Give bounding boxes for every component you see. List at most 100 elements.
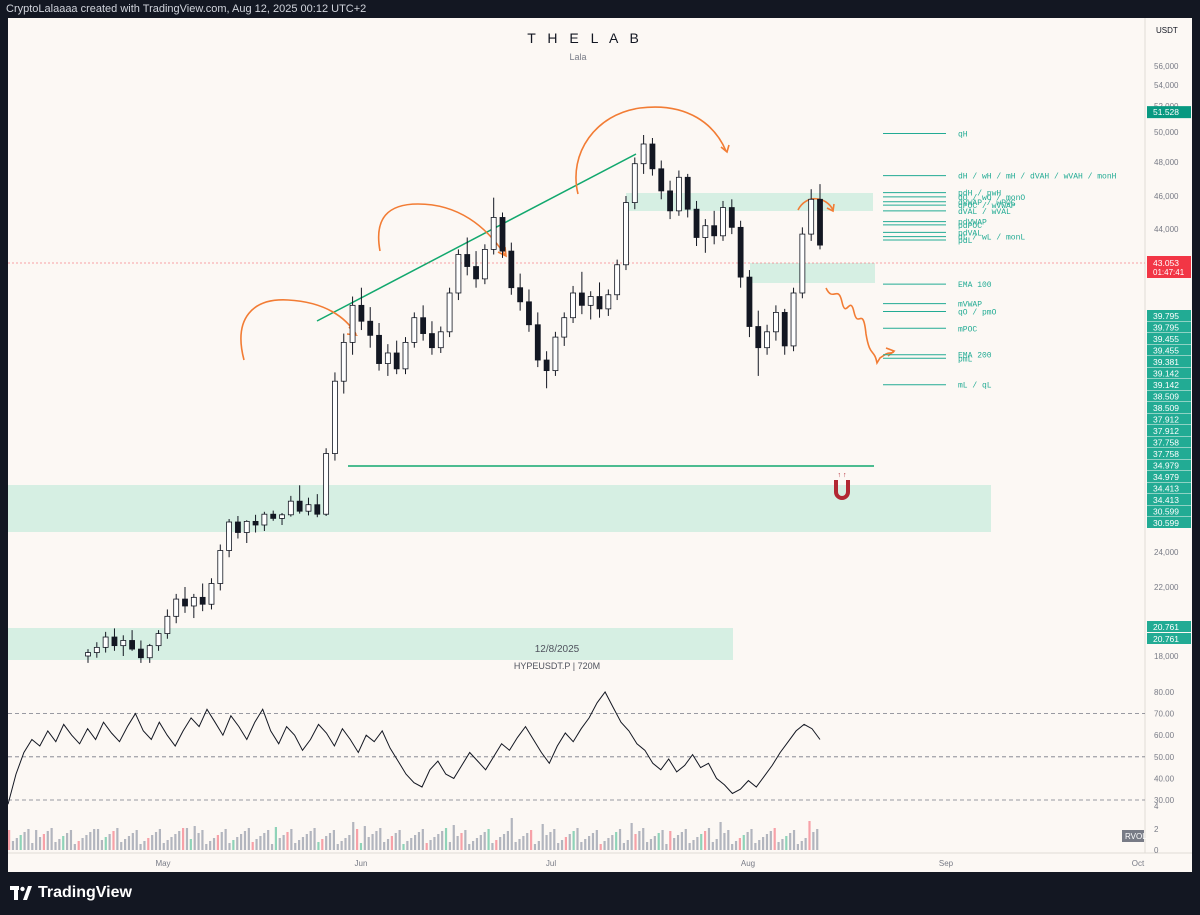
volume-bar [742,835,745,850]
volume-bar [410,838,413,850]
candle [208,578,215,610]
volume-bar [247,828,250,850]
symbol-label: HYPEUSDT.P | 720M [514,661,600,671]
volume-bar [560,840,564,850]
volume-bar [487,829,490,850]
price-badge [1147,425,1191,436]
last-price-badge [1147,256,1191,278]
volume-bar [472,841,475,850]
volume-bar [680,832,683,850]
candle [499,212,506,258]
price-chart[interactable]: ↑ ↑ qH dH / wH / mH / dVAH / wVAH / monH p… [7,18,1192,872]
volume-bar [301,837,305,850]
volume-bar [812,832,815,850]
volume-bar [379,828,382,850]
level-label: dO / wO / monO [958,194,1025,203]
volume-bar [688,843,691,850]
price-badge-text: 39.795 [1153,311,1179,321]
candles [85,135,823,663]
candle [411,312,418,348]
price-badge [1147,333,1191,344]
candle [464,237,471,276]
volume-bar [209,841,212,850]
candle [693,200,700,246]
volume-bar [792,830,796,850]
price-tick-label: 56,000 [1154,62,1179,71]
candle [455,249,462,301]
volume-bar [777,842,780,850]
level-label: pdL [958,237,973,246]
price-tick-label: 22,000 [1154,583,1179,592]
volume-bar [673,838,676,850]
resistance-zone [626,193,873,211]
candle [543,351,550,389]
arc-arrow-1 [240,299,357,361]
volume-bar [452,825,455,850]
candle [790,287,797,352]
level-label: qH [958,131,968,140]
rvol-badge [1122,830,1144,842]
volume-bar [398,830,401,850]
volume-bar [433,837,436,850]
candle [349,296,356,355]
candle [640,135,647,174]
volume-bar [62,836,65,850]
price-badge [1147,494,1191,505]
volume-bar [622,843,625,850]
volume-tick-label: 4 [1154,802,1159,811]
projection-squiggle [825,287,895,366]
volume-tick-label: 0 [1154,846,1159,855]
volume-bar [120,842,123,850]
price-badge [1147,517,1191,528]
candle [199,583,206,612]
volume-bar [545,835,548,850]
volume-bar [386,839,390,850]
volume-bar [77,841,80,850]
volume-bar [174,834,177,850]
volume-bar [127,836,131,850]
candle [261,511,268,531]
price-badge [1147,633,1191,644]
level-label: pdH / pwH [958,190,1001,199]
volume-bar [313,828,316,850]
level-label: dVAL / wVAL [958,208,1011,217]
volume-bar [19,835,22,850]
volume-bar [719,822,722,850]
volume-bar [282,835,285,850]
candle [526,289,532,332]
candle [702,219,709,253]
volume-bar [104,837,107,850]
volume-bar [100,840,103,850]
time-tick-label: Oct [1132,859,1145,868]
volume-bar [38,837,42,850]
candle [270,510,277,521]
volume-bar [642,828,645,850]
chart-area[interactable]: ↑ ↑ qH dH / wH / mH / dVAH / wVAH / monH p… [7,18,1192,872]
candle [429,321,435,355]
volume-bar [158,829,161,850]
volume-bar [340,841,343,850]
price-tick-label: 18,000 [1154,652,1179,661]
candle [631,157,638,210]
price-badge-text: 38.509 [1153,392,1179,402]
candle [737,220,744,288]
tradingview-logo[interactable]: TradingView [10,884,132,902]
volume-bar [665,844,668,850]
volume-bar [294,843,297,850]
volume-bar [224,829,227,850]
volume-bar [576,828,579,850]
level-label: dPOC / wVWAP [958,202,1016,211]
candle [570,285,576,323]
volume-bar [704,831,707,850]
candle [146,643,153,663]
price-badge [1147,448,1191,459]
volume-bar [816,829,819,850]
volume-bar [317,842,320,850]
volume-bar [758,840,761,850]
tradingview-logo-icon [10,886,32,900]
price-badge [1147,413,1191,425]
volume-bar [615,832,618,850]
trend-line [316,153,637,322]
candle [190,593,197,619]
volume-bar [754,843,757,850]
